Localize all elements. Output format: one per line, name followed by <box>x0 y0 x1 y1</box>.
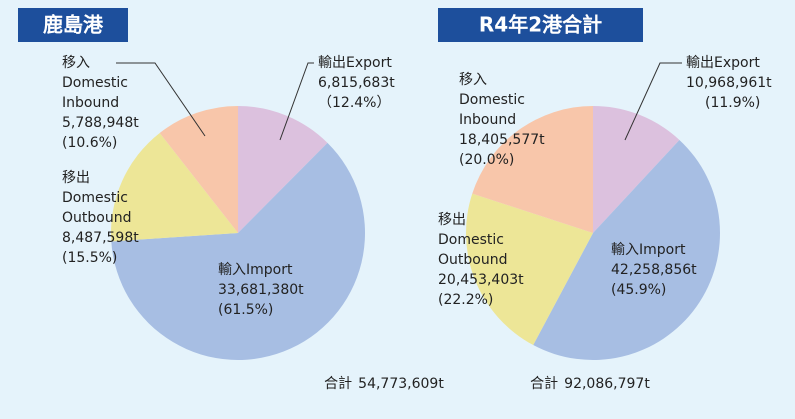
percent-label: (15.5%) <box>62 250 117 266</box>
title-box <box>438 8 643 42</box>
percent-label: （12.4%） <box>318 95 390 111</box>
leader-line <box>116 62 206 137</box>
pie-slice <box>111 142 365 360</box>
value-label: 20,453,403t <box>438 272 524 288</box>
slice-label: 輸入Import <box>611 242 686 258</box>
slice-label: 輸入Import <box>218 262 293 278</box>
slice-label: Outbound <box>62 210 131 226</box>
leader-line <box>624 62 682 141</box>
percent-label: (61.5%) <box>218 302 273 318</box>
slice-label: Domestic <box>62 190 128 206</box>
slice-label: 輸出Export <box>686 55 760 71</box>
value-label: 8,487,598t <box>62 230 139 246</box>
percent-label: (20.0%) <box>459 152 514 168</box>
chart-title: R4年2港合計 <box>479 13 602 37</box>
value-label: 10,968,961t <box>686 75 772 91</box>
value-label: 6,815,683t <box>318 75 395 91</box>
pie-slice <box>466 193 593 346</box>
pie-slice <box>533 139 721 360</box>
total-name: 合計 <box>324 376 352 392</box>
leader-line <box>279 62 314 141</box>
value-label: 42,258,856t <box>611 262 697 278</box>
slice-label: 移出 <box>62 170 90 186</box>
percent-label: (11.9%) <box>705 95 760 111</box>
percent-label: (45.9%) <box>611 282 666 298</box>
slice-label: Domestic <box>438 232 504 248</box>
slice-label: 移入 <box>459 72 487 88</box>
total-name: 合計 <box>530 376 558 392</box>
value-label: 33,681,380t <box>218 282 304 298</box>
pie-slice <box>593 106 680 233</box>
slice-label: Domestic <box>459 92 525 108</box>
pie-slice <box>238 106 328 233</box>
total-value: 92,086,797t <box>564 376 650 392</box>
pie-slice <box>472 106 593 233</box>
chart-title: 鹿島港 <box>43 13 104 37</box>
value-label: 5,788,948t <box>62 115 139 131</box>
percent-label: (22.2%) <box>438 292 493 308</box>
slice-label: Outbound <box>438 252 507 268</box>
total-value: 54,773,609t <box>358 376 444 392</box>
percent-label: (10.6%) <box>62 135 117 151</box>
pie-slice <box>111 132 238 242</box>
slice-label: 移入 <box>62 55 90 71</box>
value-label: 18,405,577t <box>459 132 545 148</box>
total-label: 合計 54,773,609t <box>324 376 444 392</box>
title-box <box>18 8 128 42</box>
slice-label: Inbound <box>459 112 516 128</box>
slice-label: 輸出Export <box>318 55 392 71</box>
slice-label: 移出 <box>438 212 466 228</box>
slice-label: Domestic <box>62 75 128 91</box>
pie-slice <box>159 106 238 233</box>
slice-label: Inbound <box>62 95 119 111</box>
total-label: 合計 92,086,797t <box>530 376 650 392</box>
